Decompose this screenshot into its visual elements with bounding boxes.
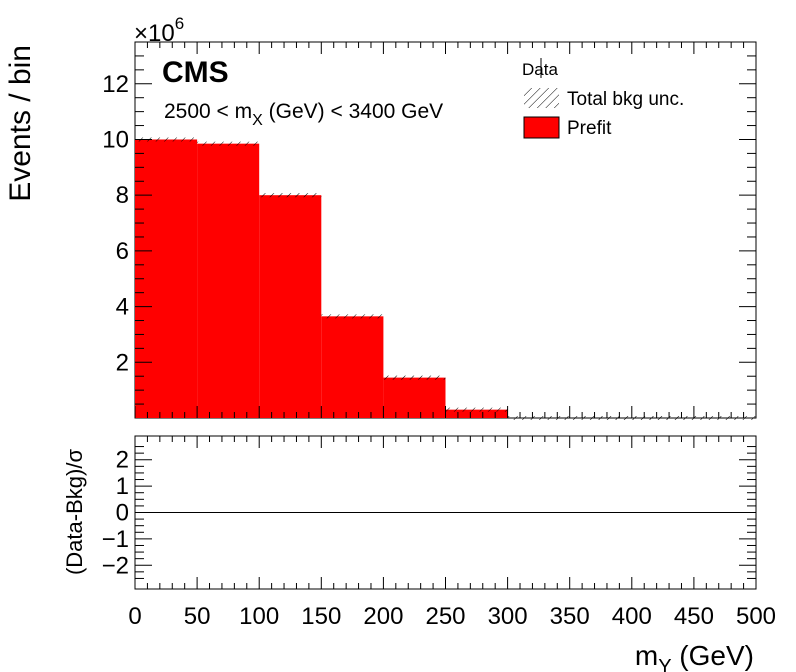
- main-y-tick-labels: 2 4 6 8 10 12: [102, 71, 129, 377]
- uncertainty-band-segment: [321, 314, 384, 319]
- prefit-bar: [383, 377, 446, 418]
- uncertainty-band-segment: [507, 416, 570, 420]
- uncertainty-band-segment: [383, 375, 446, 380]
- uncertainty-band-segment: [693, 416, 756, 420]
- uncertainty-band: [135, 137, 756, 420]
- ratio-y-tick-label: 0: [116, 500, 129, 527]
- main-y-tick-label: 2: [116, 349, 129, 376]
- ratio-y-tick-label: 1: [116, 473, 129, 500]
- prefit-bar: [259, 195, 322, 418]
- legend: Data Total bkg unc. Prefit: [522, 58, 684, 139]
- prefit-bar: [197, 143, 260, 419]
- legend-entry-data: Data: [522, 58, 558, 79]
- x-axis-title: mY (GeV): [635, 640, 754, 672]
- uncertainty-band-segment: [569, 416, 632, 420]
- legend-hatch-swatch: [524, 88, 559, 108]
- main-axis-ticks: [134, 41, 757, 418]
- x-tick-label: 400: [612, 603, 652, 630]
- uncertainty-band-segment: [135, 137, 198, 142]
- main-y-tick-label: 4: [116, 294, 129, 321]
- ratio-y-tick-label: 2: [116, 447, 129, 474]
- legend-prefit-label: Prefit: [567, 118, 612, 139]
- prefit-bar: [445, 409, 508, 418]
- x-tick-label: 150: [301, 603, 341, 630]
- ratio-y-tick-label: −1: [102, 526, 129, 553]
- uncertainty-band-segment: [445, 407, 508, 412]
- ratio-axis-ticks: [134, 436, 757, 589]
- x-tick-label: 500: [736, 603, 776, 630]
- legend-uncertainty-label: Total bkg unc.: [567, 89, 684, 110]
- legend-entry-uncertainty: Total bkg unc.: [524, 88, 684, 110]
- main-y-tick-label: 8: [116, 182, 129, 209]
- x-tick-label: 300: [488, 603, 528, 630]
- prefit-bar: [321, 316, 384, 418]
- main-y-tick-label: 12: [102, 71, 129, 98]
- uncertainty-band-segment: [631, 416, 694, 420]
- ratio-y-tick-label: −2: [102, 552, 129, 579]
- y-exponent-label: ×106: [134, 14, 184, 47]
- x-tick-label: 250: [425, 603, 465, 630]
- x-tick-label: 50: [184, 603, 211, 630]
- uncertainty-band-segment: [197, 141, 260, 146]
- x-tick-label: 350: [550, 603, 590, 630]
- legend-prefit-swatch: [523, 116, 560, 139]
- x-tick-label: 0: [128, 603, 141, 630]
- x-tick-label: 200: [363, 603, 403, 630]
- prefit-histogram: [135, 139, 508, 419]
- y-axis-title: Events / bin: [4, 45, 37, 202]
- mass-window-annotation: 2500 < mX (GeV) < 3400 GeV: [164, 100, 443, 129]
- prefit-bar: [135, 139, 198, 418]
- legend-entry-prefit: Prefit: [523, 116, 612, 139]
- legend-data-label: Data: [522, 60, 558, 79]
- uncertainty-band-segment: [259, 193, 322, 198]
- ratio-y-axis-title: (Data-Bkg)/σ: [62, 449, 87, 575]
- cms-label: CMS: [162, 56, 229, 89]
- x-tick-label: 100: [239, 603, 279, 630]
- x-tick-label: 450: [674, 603, 714, 630]
- main-panel: 2 4 6 8 10 12 ×106 CMS 2500 < mX (GeV) < 3400…: [4, 14, 757, 420]
- main-y-tick-label: 6: [116, 238, 129, 265]
- main-y-tick-label: 10: [102, 126, 129, 153]
- x-tick-labels: 0 50 100 150 200 250 300 350 400 450 500: [128, 603, 776, 630]
